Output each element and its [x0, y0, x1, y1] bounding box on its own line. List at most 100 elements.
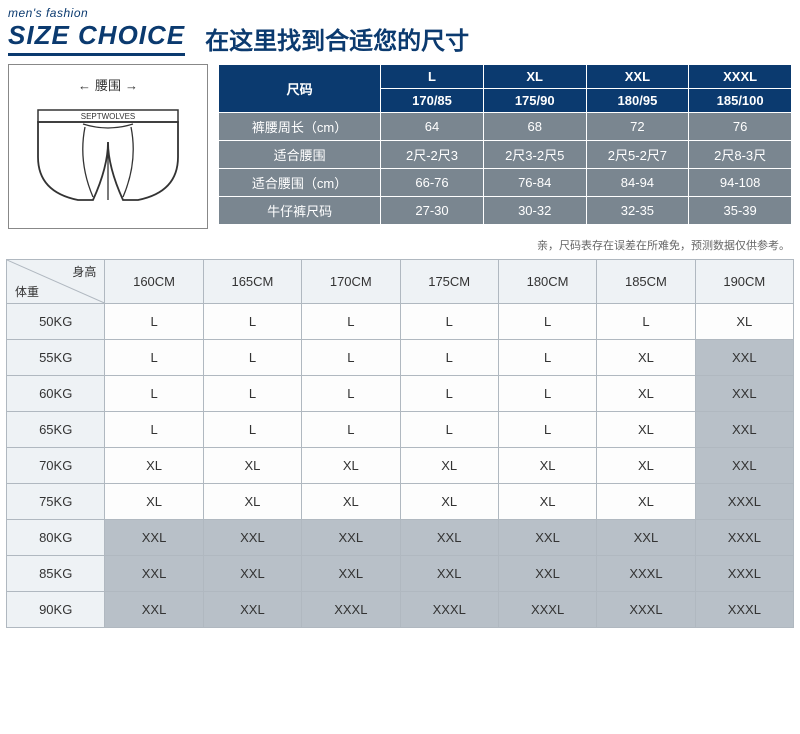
hw-cell: XL [498, 484, 596, 520]
subtitle: men's fashion [8, 6, 792, 20]
hw-cell: XXL [105, 592, 203, 628]
size-cell: 30-32 [483, 197, 586, 225]
hw-cell: L [498, 304, 596, 340]
hw-cell: XL [302, 484, 400, 520]
size-cell: 35-39 [689, 197, 792, 225]
hw-cell: XL [400, 484, 498, 520]
hw-row: 55KGLLLLLXLXXL [7, 340, 794, 376]
hw-cell: XL [597, 412, 695, 448]
corner-top: 身高 [72, 263, 96, 280]
height-weight-section: 身高 体重 160CM165CM170CM175CM180CM185CM190C… [0, 259, 800, 638]
size-row: 适合腰围（cm）66-7676-8484-9494-108 [219, 169, 792, 197]
size-col: XXXL [689, 65, 792, 89]
size-cell: 2尺8-3尺 [689, 141, 792, 169]
size-cell: 94-108 [689, 169, 792, 197]
hw-cell: XXL [203, 520, 301, 556]
hw-cell: XXXL [695, 592, 793, 628]
weight-label: 65KG [7, 412, 105, 448]
size-cell: 84-94 [586, 169, 689, 197]
note: 亲，尺码表存在误差在所难免，预测数据仅供参考。 [0, 233, 800, 259]
hw-cell: L [400, 340, 498, 376]
size-cell: 76-84 [483, 169, 586, 197]
underwear-icon: SEPTWOLVES [23, 82, 193, 212]
size-col: XL [483, 65, 586, 89]
hw-cell: L [105, 304, 203, 340]
size-row-label: 裤腰周长（cm） [219, 113, 381, 141]
weight-label: 85KG [7, 556, 105, 592]
hw-cell: XXXL [695, 520, 793, 556]
hw-cell: XXL [105, 556, 203, 592]
hw-cell: XXL [695, 412, 793, 448]
hw-row: 85KGXXLXXLXXLXXLXXLXXXLXXXL [7, 556, 794, 592]
hw-cell: XL [203, 448, 301, 484]
size-cell: 2尺3-2尺5 [483, 141, 586, 169]
hw-cell: L [203, 412, 301, 448]
waist-label: 腰围 [78, 75, 138, 94]
hw-cell: L [498, 412, 596, 448]
hw-cell: L [400, 304, 498, 340]
hw-cell: XXL [302, 520, 400, 556]
hw-cell: XL [302, 448, 400, 484]
hw-cell: XL [597, 448, 695, 484]
weight-label: 80KG [7, 520, 105, 556]
hw-cell: XXL [203, 556, 301, 592]
hw-cell: L [105, 340, 203, 376]
hw-cell: XXL [400, 520, 498, 556]
weight-label: 55KG [7, 340, 105, 376]
height-header: 175CM [400, 260, 498, 304]
weight-label: 60KG [7, 376, 105, 412]
hw-cell: XXXL [302, 592, 400, 628]
hw-cell: L [203, 304, 301, 340]
size-cell: 27-30 [381, 197, 484, 225]
height-header: 185CM [597, 260, 695, 304]
hw-row: 50KGLLLLLLXL [7, 304, 794, 340]
hw-row: 90KGXXLXXLXXXLXXXLXXXLXXXLXXXL [7, 592, 794, 628]
hw-cell: XXXL [695, 556, 793, 592]
hw-cell: L [302, 412, 400, 448]
size-cell: 66-76 [381, 169, 484, 197]
weight-label: 75KG [7, 484, 105, 520]
hw-cell: L [203, 340, 301, 376]
spec-col: 180/95 [586, 89, 689, 113]
spec-col: 175/90 [483, 89, 586, 113]
hw-cell: XXXL [597, 592, 695, 628]
hw-cell: L [498, 340, 596, 376]
hw-cell: XXL [302, 556, 400, 592]
hw-corner: 身高 体重 [7, 260, 105, 304]
size-row-label: 适合腰围（cm） [219, 169, 381, 197]
hw-cell: XXL [695, 340, 793, 376]
height-weight-table: 身高 体重 160CM165CM170CM175CM180CM185CM190C… [6, 259, 794, 628]
title-cn: 在这里找到合适您的尺寸 [205, 21, 469, 56]
hw-cell: XL [597, 376, 695, 412]
size-cell: 32-35 [586, 197, 689, 225]
hw-cell: XXXL [400, 592, 498, 628]
hw-cell: L [203, 376, 301, 412]
hw-cell: XXL [203, 592, 301, 628]
size-col: XXL [586, 65, 689, 89]
brand-text: SEPTWOLVES [81, 112, 136, 121]
size-row: 裤腰周长（cm）64687276 [219, 113, 792, 141]
size-cell: 2尺-2尺3 [381, 141, 484, 169]
weight-label: 70KG [7, 448, 105, 484]
hw-cell: XL [597, 484, 695, 520]
spec-col: 185/100 [689, 89, 792, 113]
size-table: 尺码 L XL XXL XXXL 170/85 175/90 180/95 18… [218, 64, 792, 225]
hw-row: 80KGXXLXXLXXLXXLXXLXXLXXXL [7, 520, 794, 556]
hw-cell: XXL [400, 556, 498, 592]
hw-cell: XL [105, 448, 203, 484]
height-header: 180CM [498, 260, 596, 304]
hw-cell: L [597, 304, 695, 340]
size-row-label: 适合腰围 [219, 141, 381, 169]
hw-cell: XXXL [597, 556, 695, 592]
size-corner: 尺码 [219, 65, 381, 113]
size-cell: 72 [586, 113, 689, 141]
hw-header-row: 身高 体重 160CM165CM170CM175CM180CM185CM190C… [7, 260, 794, 304]
hw-cell: L [105, 376, 203, 412]
hw-row: 70KGXLXLXLXLXLXLXXL [7, 448, 794, 484]
size-row: 牛仔裤尺码27-3030-3232-3535-39 [219, 197, 792, 225]
hw-cell: L [105, 412, 203, 448]
hw-cell: XXL [597, 520, 695, 556]
size-cell: 64 [381, 113, 484, 141]
hw-cell: L [498, 376, 596, 412]
title-en: SIZE CHOICE [8, 20, 185, 56]
